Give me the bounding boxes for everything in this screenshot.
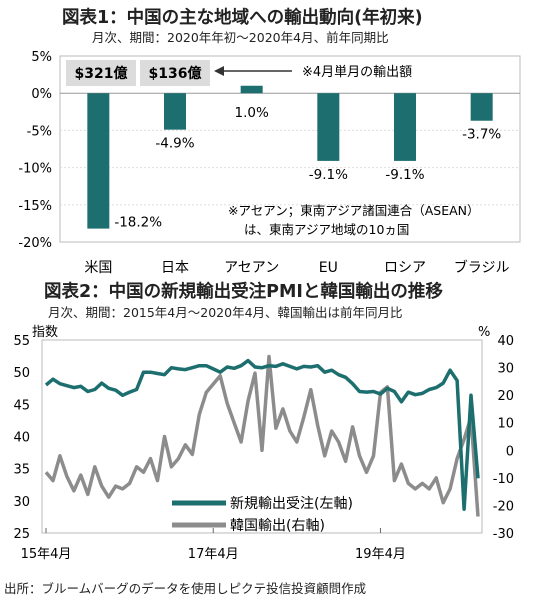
fig1-category-label: ロシア (384, 260, 426, 276)
fig1-bar (87, 93, 110, 229)
fig1-note-line2: は、東南アジア地域の10ヵ国 (244, 222, 409, 237)
fig1-note-line1: ※アセアン；東南アジア諸国連合（ASEAN） (228, 203, 480, 218)
fig1-value-label: 1.0% (235, 105, 269, 121)
fig1-badge-label: $136億 (149, 65, 202, 82)
fig2-xtick-label: 17年4月 (188, 547, 239, 562)
fig1-badge (66, 60, 136, 86)
fig1-category-label: EU (319, 260, 338, 276)
fig2-pmi-line (44, 358, 480, 511)
fig1-ytick-label: 0% (31, 87, 52, 102)
fig2-left-tick-label: 35 (13, 463, 30, 478)
fig2-left-tick-label: 55 (13, 334, 30, 349)
fig1-category-label: 米国 (84, 260, 112, 276)
fig1-ytick-label: -15% (18, 199, 52, 214)
fig1-category-label: ブラジル (454, 259, 510, 276)
fig2-right-tick-label: 0 (506, 444, 514, 459)
fig1-subtitle: 月次、期間：2020年年初～2020年4月、前年同期比 (92, 30, 389, 45)
fig2-right-tick-label: 30 (497, 362, 514, 377)
fig2-right-tick-label: -10 (493, 472, 514, 487)
fig1-category-label: アセアン (224, 260, 279, 276)
fig1-bar (240, 85, 263, 94)
fig1-value-label: -9.1% (309, 167, 348, 183)
fig2-plot-frame (41, 339, 483, 534)
fig1-ytick-label: -5% (27, 124, 52, 139)
fig1-ytick-label: -10% (18, 162, 52, 177)
fig1-value-label: -3.7% (462, 127, 501, 143)
fig1-value-label: -9.1% (385, 167, 424, 183)
fig1-bar (394, 93, 416, 161)
fig1-badge (140, 60, 210, 86)
fig1-value-label: -18.2% (114, 215, 162, 231)
fig2-left-tick-label: 50 (13, 366, 30, 381)
fig2-korea-exports-line (44, 354, 480, 517)
fig2-left-tick-label: 40 (13, 431, 30, 446)
fig1-plot-frame (59, 55, 521, 243)
fig2-right-tick-label: 20 (497, 389, 514, 404)
fig2-right-tick-label: -30 (493, 527, 514, 542)
fig1-callout-text: ※4月単月の輸出額 (302, 64, 412, 80)
fig1-title: 図表1：中国の主な地域への輸出動向(年初来) (62, 8, 423, 28)
fig2-right-tick-label: 10 (497, 417, 514, 432)
fig2-right-tick-label: -20 (493, 499, 514, 514)
fig2-left-tick-label: 25 (13, 527, 30, 542)
fig2-left-tick-label: 30 (13, 495, 30, 510)
fig2-xtick-label: 19年4月 (355, 547, 406, 562)
fig1-badge-label: $321億 (75, 65, 128, 82)
source-note: 出所：ブルームバーグのデータを使用しピクテ投信投資顧問作成 (4, 581, 367, 596)
fig1-callout-arrowhead (214, 66, 224, 76)
fig1-ytick-label: -20% (18, 236, 52, 251)
fig2-subtitle: 月次、期間：2015年4月～2020年4月、韓国輸出は前年同月比 (48, 305, 403, 320)
fig2-legend-label-korea: 韓国輸出(右軸) (230, 518, 325, 534)
fig1-value-label: -4.9% (155, 136, 194, 152)
fig2-legend-label-pmi: 新規輸出受注(左軸) (230, 496, 353, 512)
fig2-left-unit: 指数 (32, 325, 58, 340)
fig1-bar (470, 93, 493, 121)
fig2-title: 図表2：中国の新規輸出受注PMIと韓国輸出の推移 (44, 282, 443, 302)
fig1-bar (164, 93, 186, 130)
fig1-ytick-label: 5% (31, 50, 52, 65)
fig2-right-tick-label: 40 (497, 334, 514, 349)
fig2-left-tick-label: 45 (13, 398, 30, 413)
fig2-xtick-label: 15年4月 (21, 547, 72, 562)
fig1-category-label: 日本 (161, 260, 189, 276)
fig1-bar (317, 93, 340, 161)
fig2-right-unit: % (478, 325, 490, 340)
